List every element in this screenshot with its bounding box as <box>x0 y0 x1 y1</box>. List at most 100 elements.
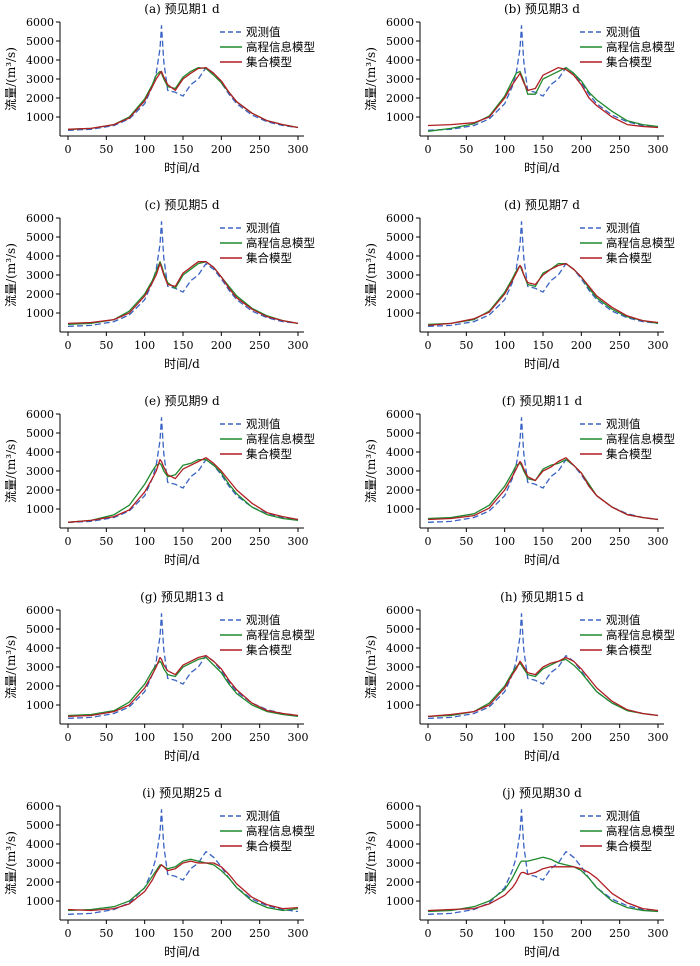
legend-label: 观测值 <box>246 613 281 627</box>
x-tick-label: 250 <box>609 339 630 352</box>
legend-label: 集合模型 <box>606 839 652 853</box>
legend-label: 观测值 <box>246 25 281 39</box>
x-tick-label: 150 <box>533 143 554 156</box>
y-tick-label: 5000 <box>386 35 414 48</box>
y-tick-label: 4000 <box>26 838 54 851</box>
panel-title: (j) 预见期30 d <box>502 786 582 800</box>
y-tick-label: 4000 <box>26 642 54 655</box>
x-tick-label: 100 <box>134 339 155 352</box>
x-tick-label: 250 <box>249 535 270 548</box>
x-tick-label: 200 <box>571 143 592 156</box>
series-line-ensemble-model <box>67 261 299 325</box>
y-tick-label: 4000 <box>26 446 54 459</box>
y-tick-label: 4000 <box>386 642 414 655</box>
x-tick-label: 0 <box>65 143 72 156</box>
chart-panel-j: (j) 预见期30 d 0 50 100 150 200 250 300 1000 2000 300… <box>364 786 675 959</box>
y-tick-label: 5000 <box>26 231 54 244</box>
panel-title: (d) 预见期7 d <box>504 198 580 212</box>
chart-panel-e: (e) 预见期9 d 0 50 100 150 200 250 300 1000 2000 3000… <box>4 394 315 567</box>
legend-label: 观测值 <box>246 221 281 235</box>
x-tick-label: 150 <box>533 339 554 352</box>
x-tick-label: 50 <box>99 339 113 352</box>
x-tick-label: 300 <box>288 731 309 744</box>
x-tick-label: 250 <box>609 143 630 156</box>
y-tick-label: 3000 <box>26 465 54 478</box>
y-tick-label: 2000 <box>26 484 54 497</box>
y-axis-label: 流量/(m³/s) <box>4 831 18 895</box>
y-tick-label: 6000 <box>26 800 54 813</box>
legend-label: 集合模型 <box>246 251 292 265</box>
x-tick-label: 100 <box>134 535 155 548</box>
series-line-ensemble-model <box>427 866 659 912</box>
x-tick-label: 250 <box>609 535 630 548</box>
x-tick-label: 150 <box>533 927 554 940</box>
y-tick-label: 2000 <box>386 92 414 105</box>
legend-label: 观测值 <box>606 417 641 431</box>
legend-label: 观测值 <box>606 221 641 235</box>
y-tick-label: 3000 <box>386 857 414 870</box>
y-tick-label: 5000 <box>386 427 414 440</box>
legend-label: 集合模型 <box>606 55 652 69</box>
y-tick-label: 6000 <box>26 408 54 421</box>
x-axis-label: 时间/d <box>164 161 200 175</box>
y-axis-label: 流量/(m³/s) <box>364 831 378 895</box>
x-tick-label: 250 <box>249 927 270 940</box>
x-tick-label: 100 <box>494 143 515 156</box>
legend-label: 集合模型 <box>246 55 292 69</box>
legend-label: 观测值 <box>246 417 281 431</box>
series-line-observed <box>67 221 299 327</box>
y-tick-label: 1000 <box>26 895 54 908</box>
y-axis-label: 流量/(m³/s) <box>4 243 18 307</box>
legend-label: 高程信息模型 <box>246 824 315 838</box>
x-tick-label: 50 <box>99 731 113 744</box>
y-tick-label: 1000 <box>26 307 54 320</box>
x-tick-label: 200 <box>571 535 592 548</box>
chart-panel-f: (f) 预见期11 d 0 50 100 150 200 250 300 1000 2000 300… <box>364 394 675 567</box>
series-line-elevation-model <box>427 66 659 132</box>
legend-label: 高程信息模型 <box>606 824 675 838</box>
y-axis-label: 流量/(m³/s) <box>364 439 378 503</box>
panel-title: (h) 预见期15 d <box>500 590 584 604</box>
panel-title: (a) 预见期1 d <box>144 2 220 16</box>
legend-label: 集合模型 <box>606 447 652 461</box>
legend-label: 观测值 <box>246 809 281 823</box>
x-tick-label: 250 <box>609 927 630 940</box>
series-line-ensemble-model <box>427 262 659 327</box>
y-tick-label: 3000 <box>386 269 414 282</box>
legend-label: 高程信息模型 <box>246 236 315 250</box>
y-tick-label: 5000 <box>386 623 414 636</box>
y-tick-label: 5000 <box>26 623 54 636</box>
y-tick-label: 1000 <box>386 111 414 124</box>
y-tick-label: 1000 <box>26 699 54 712</box>
x-axis-label: 时间/d <box>524 357 560 371</box>
series-line-ensemble-model <box>427 66 659 129</box>
y-tick-label: 2000 <box>26 876 54 889</box>
x-tick-label: 150 <box>173 535 194 548</box>
series-line-observed <box>67 613 299 719</box>
x-tick-label: 200 <box>571 339 592 352</box>
chart-panel-h: (h) 预见期15 d 0 50 100 150 200 250 300 1000 2000 300… <box>364 590 675 763</box>
y-tick-label: 3000 <box>26 269 54 282</box>
series-line-elevation-model <box>67 858 299 912</box>
x-axis-label: 时间/d <box>164 945 200 959</box>
legend-label: 集合模型 <box>606 643 652 657</box>
y-tick-label: 1000 <box>26 503 54 516</box>
x-tick-label: 50 <box>99 927 113 940</box>
y-tick-label: 4000 <box>26 54 54 67</box>
series-line-ensemble-model <box>67 654 299 718</box>
y-tick-label: 6000 <box>386 604 414 617</box>
x-tick-label: 0 <box>425 927 432 940</box>
chart-panel-g: (g) 预见期13 d 0 50 100 150 200 250 300 1000 2000 300… <box>4 590 315 763</box>
y-tick-label: 3000 <box>26 661 54 674</box>
chart-panel-b: (b) 预见期3 d 0 50 100 150 200 250 300 1000 2000 3000… <box>364 2 675 175</box>
y-tick-label: 2000 <box>386 680 414 693</box>
x-tick-label: 250 <box>249 731 270 744</box>
x-tick-label: 300 <box>648 731 669 744</box>
x-tick-label: 100 <box>134 731 155 744</box>
x-tick-label: 200 <box>211 143 232 156</box>
x-tick-label: 300 <box>648 143 669 156</box>
legend-label: 观测值 <box>606 25 641 39</box>
x-tick-label: 50 <box>459 143 473 156</box>
x-tick-label: 50 <box>459 927 473 940</box>
